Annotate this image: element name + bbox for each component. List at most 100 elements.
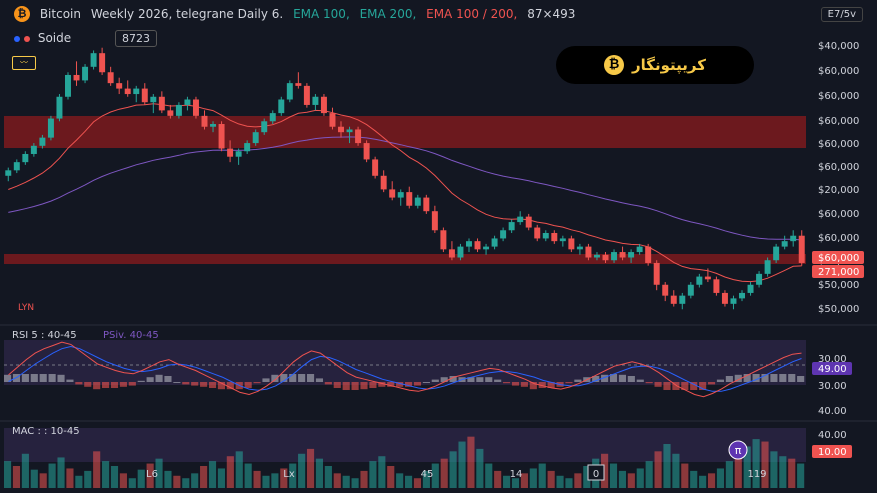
- candle-body: [491, 238, 498, 247]
- candle-body: [704, 276, 711, 280]
- resistance-zone: [4, 116, 806, 148]
- mac-bar: [66, 468, 74, 488]
- rsi-hist-bar: [360, 382, 368, 390]
- wave-toggle-icon[interactable]: 〰: [12, 56, 36, 70]
- candle-body: [312, 96, 319, 105]
- rsi-hist-bar: [699, 382, 707, 390]
- mac-bar: [360, 470, 368, 488]
- time-tick-label: 0: [593, 469, 599, 480]
- ema-fast-line: [8, 103, 802, 283]
- rsi-hist-bar: [413, 382, 422, 386]
- candle-body: [175, 104, 182, 116]
- candle-body: [116, 83, 123, 89]
- time-tick-label: Lx: [283, 469, 295, 480]
- candle-body: [261, 121, 268, 133]
- rsi-hist-bar: [405, 382, 413, 387]
- rsi-hist-bar: [503, 382, 511, 384]
- mac-bar: [128, 478, 136, 488]
- mac-bar: [476, 448, 484, 488]
- mac-bar: [378, 456, 386, 488]
- time-tick-label: 119: [747, 469, 766, 480]
- candle-body: [47, 118, 54, 138]
- rsi-hist-bar: [529, 382, 537, 390]
- mac-bar: [511, 478, 520, 488]
- candle-body: [747, 284, 754, 293]
- mac-bar: [565, 478, 573, 488]
- rsi-hist-bar: [137, 380, 145, 382]
- candle-body: [619, 252, 626, 258]
- ema-slow-label[interactable]: EMA 200,: [359, 6, 417, 21]
- mac-bar: [369, 461, 377, 488]
- candle-body: [192, 99, 199, 116]
- rsi-hist-bar: [30, 374, 38, 382]
- symbol-label[interactable]: Bitcoin: [39, 6, 81, 21]
- mac-bar: [396, 473, 404, 488]
- candle-body: [65, 74, 71, 97]
- rsi-hist-bar: [155, 374, 163, 382]
- mac-bar: [645, 461, 653, 488]
- price-tick-label: $50,000: [818, 280, 859, 291]
- rsi-hist-bar: [565, 382, 573, 384]
- mac-bar: [253, 470, 261, 488]
- mac-bar: [574, 473, 582, 488]
- time-tick-label: 45: [421, 469, 434, 480]
- rsi-hist-bar: [342, 382, 350, 390]
- candle-body: [593, 254, 600, 258]
- rsi-hist-bar: [173, 382, 181, 383]
- mac-bar: [12, 466, 21, 488]
- mac-band: [4, 428, 806, 462]
- candle-body: [363, 143, 370, 160]
- candle-body: [150, 96, 157, 103]
- candle-body: [636, 246, 643, 253]
- ema-cross-label[interactable]: EMA 100 / 200,: [426, 6, 518, 21]
- mac-bar: [39, 473, 47, 488]
- ema-fast-label[interactable]: EMA 100,: [293, 6, 350, 21]
- candle-body: [790, 235, 797, 242]
- brand-logo: ₿ کریپتونگار: [556, 46, 754, 84]
- timeframe-button[interactable]: E7/5v: [820, 7, 863, 22]
- rsi-hist-bar: [761, 374, 769, 382]
- rsi-hist-bar: [707, 382, 716, 385]
- rsi-hist-bar: [743, 374, 751, 382]
- zone-tag: LYN: [18, 303, 34, 313]
- candle-body: [82, 66, 89, 81]
- mac-bar: [298, 453, 306, 488]
- rsi-hist-bar: [636, 379, 644, 382]
- candle-body: [39, 137, 46, 146]
- countdown-tag: [812, 265, 864, 278]
- mac-bar: [761, 441, 769, 488]
- price-tick-label: $60,000: [818, 139, 859, 150]
- candle-body: [679, 295, 686, 304]
- rsi-hist-bar: [592, 376, 600, 382]
- rsi-hist-bar: [601, 374, 609, 382]
- candle-body: [355, 129, 362, 144]
- candle-body: [252, 132, 259, 144]
- mac-bar: [173, 475, 181, 488]
- mac-bar: [556, 475, 564, 488]
- mac-bar: [21, 453, 29, 488]
- time-tick-label: 14: [510, 469, 523, 480]
- mac-bar: [494, 470, 502, 488]
- mac-bar: [520, 473, 528, 488]
- mac-bar: [547, 470, 555, 488]
- candle-body: [602, 254, 609, 261]
- rsi-hist-bar: [663, 382, 671, 390]
- candle-body: [286, 83, 293, 100]
- mac-bar: [200, 466, 208, 488]
- rsi-hist-bar: [654, 382, 662, 387]
- candle-body: [534, 227, 541, 239]
- rsi-hist-bar: [253, 382, 261, 384]
- rsi-hist-bar: [440, 377, 448, 382]
- rsi-hist-bar: [467, 377, 475, 382]
- rsi-hist-bar: [66, 379, 74, 382]
- mac-bar: [529, 468, 537, 488]
- mac-bar: [413, 478, 422, 488]
- rsi-hist-bar: [244, 382, 252, 388]
- rsi-hist-bar: [84, 382, 92, 387]
- rsi-hist-bar: [690, 382, 698, 390]
- candle-body: [320, 96, 327, 114]
- mac-bar: [191, 473, 199, 488]
- candle-body: [525, 216, 532, 228]
- rsi-hist-bar: [485, 377, 493, 382]
- mac-bar: [262, 475, 270, 488]
